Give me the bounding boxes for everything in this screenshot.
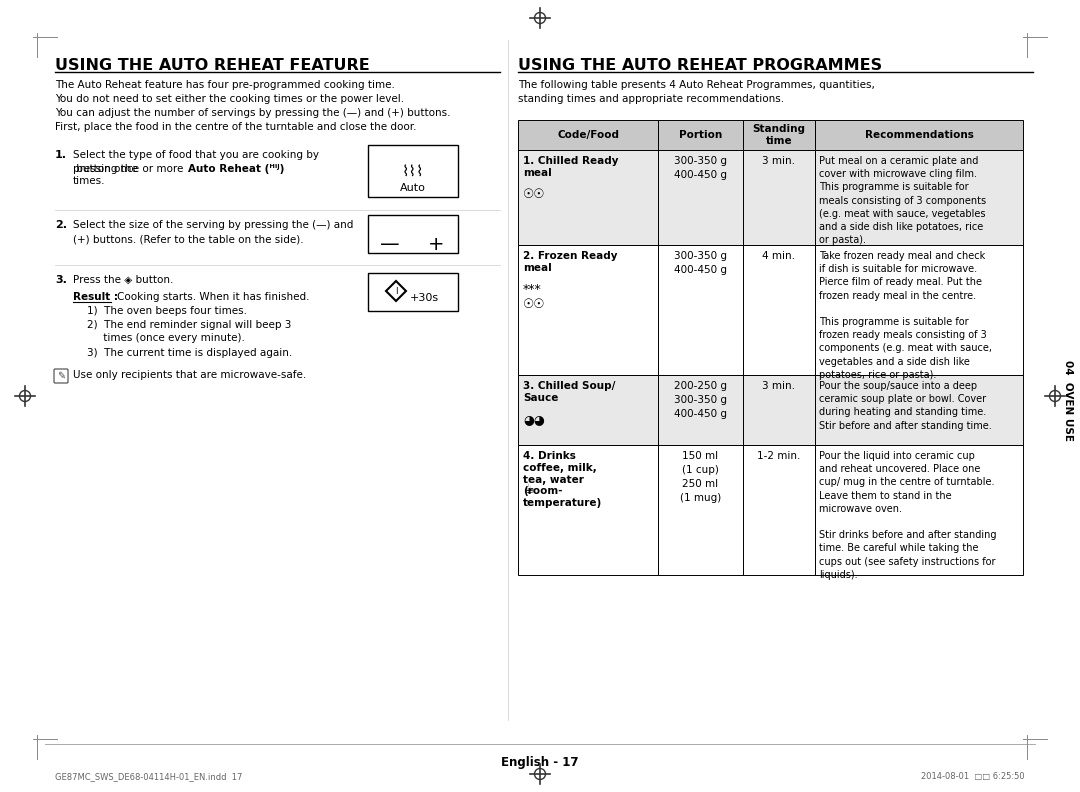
Text: 3. Chilled Soup/: 3. Chilled Soup/ <box>523 381 616 391</box>
Text: English - 17: English - 17 <box>501 756 579 769</box>
Bar <box>743 150 815 245</box>
Text: I: I <box>395 287 397 295</box>
Text: ⌇⌇⌇: ⌇⌇⌇ <box>402 165 424 180</box>
Text: 3 min.: 3 min. <box>762 381 796 391</box>
Text: 300-350 g
400-450 g: 300-350 g 400-450 g <box>674 251 727 275</box>
Bar <box>815 150 1023 245</box>
Text: Select the type of food that you are cooking by
pressing the: Select the type of food that you are coo… <box>73 150 319 174</box>
Text: button once or more: button once or more <box>73 164 184 174</box>
Text: ☉☉: ☉☉ <box>523 188 545 201</box>
Text: 1.: 1. <box>55 150 67 160</box>
Bar <box>743 375 815 445</box>
Text: ◕◕: ◕◕ <box>523 413 544 426</box>
Text: Auto Reheat (ᴴᴵᴶ): Auto Reheat (ᴴᴵᴶ) <box>188 164 284 174</box>
Bar <box>815 245 1023 375</box>
Text: 04  OVEN USE: 04 OVEN USE <box>1063 360 1074 440</box>
Text: ✎: ✎ <box>57 371 65 381</box>
Text: 2014-08-01  □□ 6:25:50: 2014-08-01 □□ 6:25:50 <box>921 772 1025 781</box>
Bar <box>518 445 658 575</box>
Text: 3 min.: 3 min. <box>762 156 796 166</box>
Text: meal: meal <box>523 263 552 273</box>
Text: Cooking starts. When it has finished.: Cooking starts. When it has finished. <box>117 292 310 302</box>
Text: Auto: Auto <box>400 183 426 193</box>
Bar <box>658 150 743 245</box>
Text: The Auto Reheat feature has four pre-programmed cooking time.
You do not need to: The Auto Reheat feature has four pre-pro… <box>55 80 450 132</box>
Text: 150 ml
(1 cup)
250 ml
(1 mug): 150 ml (1 cup) 250 ml (1 mug) <box>680 451 721 503</box>
Text: The following table presents 4 Auto Reheat Programmes, quantities,
standing time: The following table presents 4 Auto Rehe… <box>518 80 875 104</box>
Text: 4. Drinks: 4. Drinks <box>523 451 576 461</box>
Text: +30s: +30s <box>410 293 440 303</box>
Text: USING THE AUTO REHEAT FEATURE: USING THE AUTO REHEAT FEATURE <box>55 58 369 73</box>
Text: Sauce: Sauce <box>523 393 558 403</box>
Text: GE87MC_SWS_DE68-04114H-01_EN.indd  17: GE87MC_SWS_DE68-04114H-01_EN.indd 17 <box>55 772 242 781</box>
Text: ***
☉☉: *** ☉☉ <box>523 283 545 311</box>
Bar <box>518 375 658 445</box>
Text: 1-2 min.: 1-2 min. <box>757 451 800 461</box>
Text: Pour the liquid into ceramic cup
and reheat uncovered. Place one
cup/ mug in the: Pour the liquid into ceramic cup and reh… <box>819 451 997 580</box>
Bar <box>815 375 1023 445</box>
Text: 4 min.: 4 min. <box>762 251 796 261</box>
Text: 3.: 3. <box>55 275 67 285</box>
Text: Result :: Result : <box>73 292 118 302</box>
Bar <box>815 445 1023 575</box>
Text: Use only recipients that are microwave-safe.: Use only recipients that are microwave-s… <box>73 370 307 380</box>
Bar <box>518 150 658 245</box>
Text: —: — <box>380 235 400 254</box>
Text: Put meal on a ceramic plate and
cover with microwave cling film.
This programme : Put meal on a ceramic plate and cover wi… <box>819 156 986 246</box>
Text: Code/Food: Code/Food <box>557 130 619 140</box>
Bar <box>658 245 743 375</box>
Bar <box>815 120 1023 150</box>
Bar <box>368 145 458 197</box>
Bar <box>368 215 458 253</box>
Text: coffee, milk,
tea, water
(room-
temperature): coffee, milk, tea, water (room- temperat… <box>523 463 603 508</box>
Text: 2.: 2. <box>55 220 67 230</box>
Text: Take frozen ready meal and check
if dish is suitable for microwave.
Pierce film : Take frozen ready meal and check if dish… <box>819 251 993 380</box>
Text: Press the ◈ button.: Press the ◈ button. <box>73 275 174 285</box>
Text: Standing
time: Standing time <box>753 124 806 147</box>
Text: Select the size of the serving by pressing the (—) and
(+) buttons. (Refer to th: Select the size of the serving by pressi… <box>73 220 353 244</box>
Text: 1)  The oven beeps four times.: 1) The oven beeps four times. <box>87 306 247 316</box>
Bar <box>658 120 743 150</box>
Bar <box>518 245 658 375</box>
Bar <box>368 273 458 311</box>
Text: 1. Chilled Ready: 1. Chilled Ready <box>523 156 619 166</box>
Text: 200-250 g
300-350 g
400-450 g: 200-250 g 300-350 g 400-450 g <box>674 381 727 419</box>
Bar <box>743 245 815 375</box>
Text: Pour the soup/sauce into a deep
ceramic soup plate or bowl. Cover
during heating: Pour the soup/sauce into a deep ceramic … <box>819 381 991 431</box>
Text: 3)  The current time is displayed again.: 3) The current time is displayed again. <box>87 348 293 358</box>
Text: Portion: Portion <box>679 130 723 140</box>
Bar <box>743 445 815 575</box>
Text: times.: times. <box>73 176 106 186</box>
Bar <box>658 375 743 445</box>
Bar <box>658 445 743 575</box>
Bar <box>518 120 658 150</box>
Text: 300-350 g
400-450 g: 300-350 g 400-450 g <box>674 156 727 180</box>
Text: ☕: ☕ <box>523 483 535 496</box>
Text: 2)  The end reminder signal will beep 3
     times (once every minute).: 2) The end reminder signal will beep 3 t… <box>87 320 292 343</box>
Text: 2. Frozen Ready: 2. Frozen Ready <box>523 251 618 261</box>
Text: Recommendations: Recommendations <box>865 130 973 140</box>
Bar <box>743 120 815 150</box>
Text: USING THE AUTO REHEAT PROGRAMMES: USING THE AUTO REHEAT PROGRAMMES <box>518 58 882 73</box>
Text: meal: meal <box>523 168 552 178</box>
Text: +: + <box>428 235 444 254</box>
